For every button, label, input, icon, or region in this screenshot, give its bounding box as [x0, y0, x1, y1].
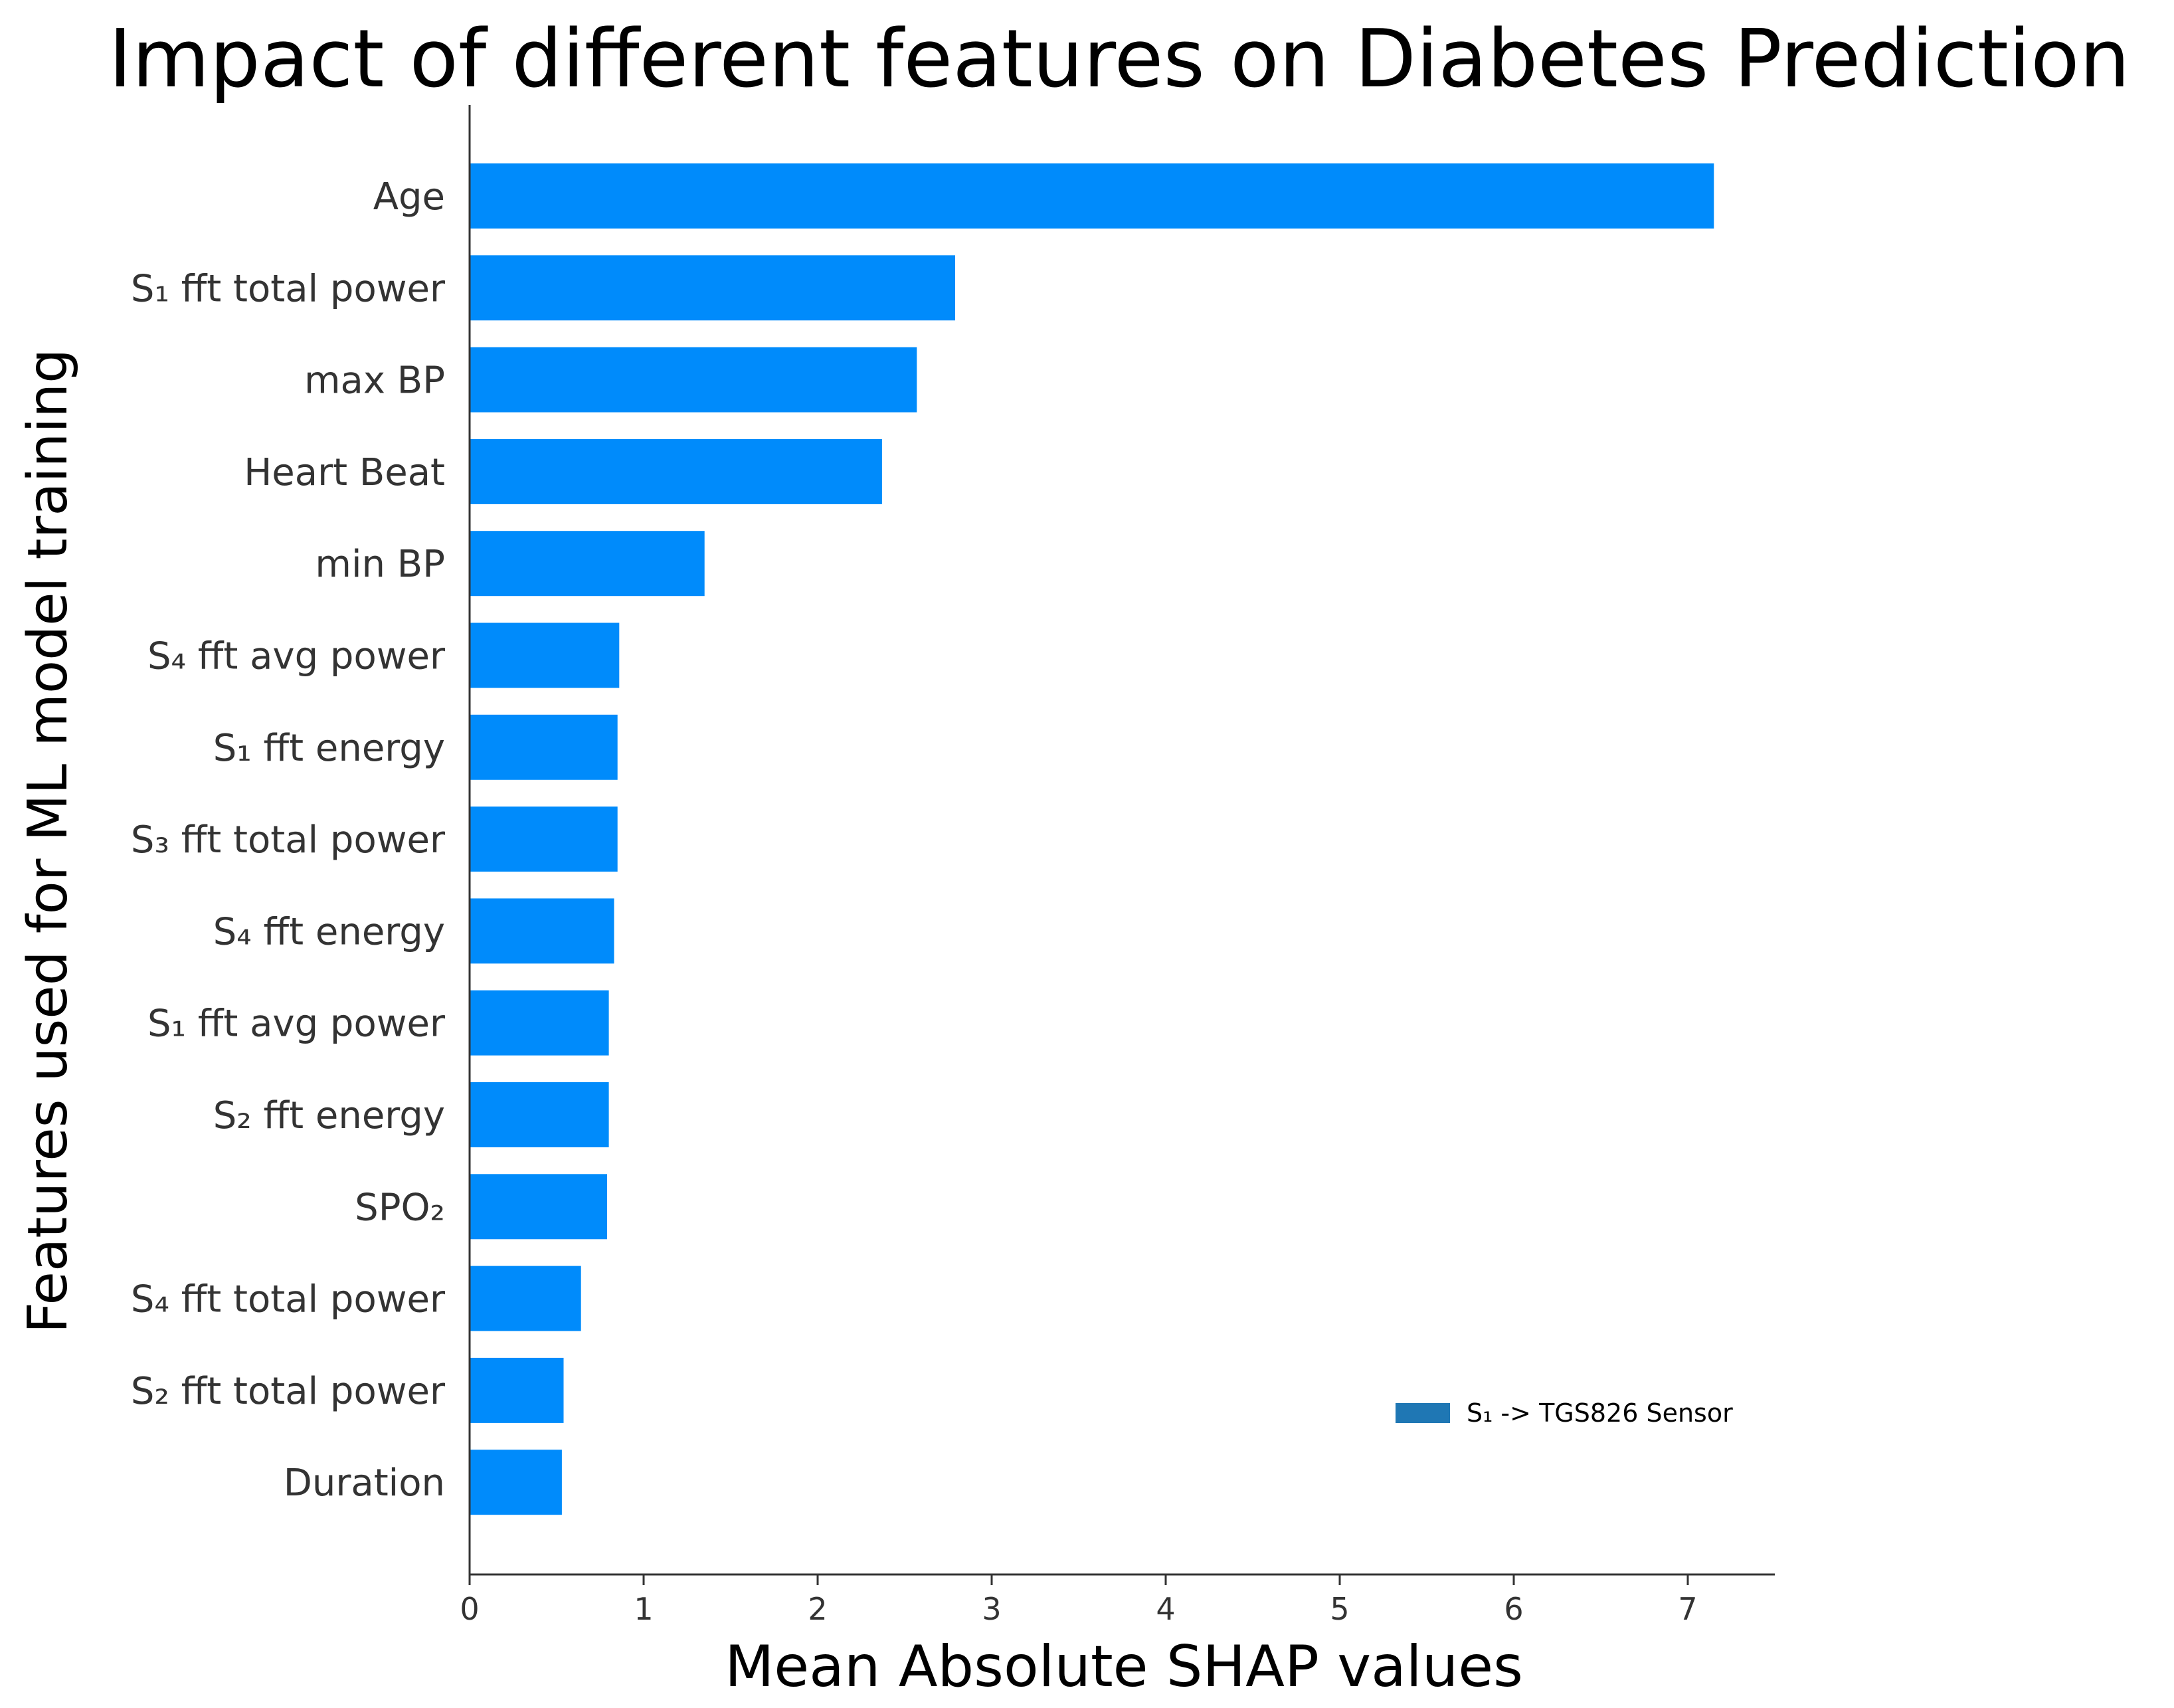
x-tick-label-6: 6	[1504, 1591, 1523, 1627]
category-label-14: Duration	[284, 1462, 445, 1505]
bar-6	[470, 714, 618, 780]
bar-10	[470, 1082, 609, 1147]
category-label-11: SPO₂	[355, 1186, 445, 1229]
category-label-0: Age	[373, 175, 445, 219]
legend-label: S₁ -> TGS826 Sensor	[1467, 1398, 1733, 1428]
category-label-13: S₂ fft total power	[131, 1370, 446, 1413]
category-label-10: S₂ fft energy	[213, 1094, 445, 1137]
x-tick-label-5: 5	[1330, 1591, 1349, 1627]
category-label-2: max BP	[304, 359, 445, 403]
category-label-9: S₁ fft avg power	[147, 1002, 446, 1046]
x-axis-label: Mean Absolute SHAP values	[725, 1634, 1523, 1700]
bars-group	[470, 163, 1714, 1515]
category-label-12: S₄ fft total power	[131, 1278, 446, 1321]
y-axis-label: Features used for ML model training	[17, 349, 80, 1333]
category-label-5: S₄ fft avg power	[147, 635, 446, 678]
x-tick-label-3: 3	[982, 1591, 1001, 1627]
bar-11	[470, 1174, 607, 1240]
x-axis-ticks: 0 1 2 3 4 5 6 7	[460, 1574, 1698, 1627]
x-tick-label-0: 0	[460, 1591, 479, 1627]
legend: S₁ -> TGS826 Sensor	[1396, 1398, 1733, 1428]
bar-7	[470, 807, 618, 872]
category-label-7: S₃ fft total power	[131, 818, 446, 862]
category-label-4: min BP	[315, 543, 445, 586]
x-tick-label-2: 2	[808, 1591, 827, 1627]
bar-4	[470, 531, 705, 597]
bar-9	[470, 990, 609, 1056]
bar-0	[470, 163, 1714, 229]
legend-swatch	[1396, 1403, 1450, 1423]
bar-12	[470, 1266, 581, 1331]
bar-1	[470, 255, 955, 321]
x-tick-label-4: 4	[1156, 1591, 1175, 1627]
bar-8	[470, 898, 614, 964]
category-label-6: S₁ fft energy	[213, 727, 445, 770]
category-labels: Age S₁ fft total power max BP Heart Beat min…	[131, 175, 446, 1505]
x-tick-label-7: 7	[1678, 1591, 1697, 1627]
bar-14	[470, 1450, 562, 1515]
bar-3	[470, 438, 882, 504]
x-tick-label-1: 1	[634, 1591, 653, 1627]
category-label-1: S₁ fft total power	[131, 267, 446, 310]
category-label-8: S₄ fft energy	[213, 910, 445, 953]
chart-title: Impact of different features on Diabetes…	[108, 13, 2129, 106]
category-label-3: Heart Beat	[244, 451, 445, 494]
bar-5	[470, 622, 620, 688]
bar-2	[470, 347, 917, 413]
bar-13	[470, 1357, 564, 1423]
